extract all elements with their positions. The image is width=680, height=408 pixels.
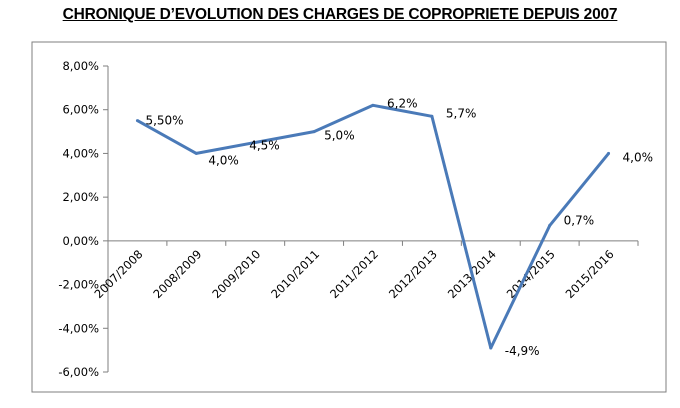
x-tick-label: 2011/2012 [327,247,381,301]
data-label: 6,2% [387,96,418,110]
y-tick-label: 6,00% [62,103,99,117]
data-label: 0,7% [564,214,595,228]
data-point [312,130,316,134]
y-tick-label: -4,00% [58,321,99,335]
data-label: 4,0% [623,150,654,164]
data-label: 4,0% [208,153,239,167]
y-tick-label: 4,00% [62,146,99,160]
data-label: 5,7% [446,106,477,120]
x-tick-label: 2008/2009 [150,247,204,301]
x-tick-label: 2010/2011 [268,247,322,301]
x-tick-label: 2007/2008 [92,247,146,301]
data-point [194,151,198,155]
data-label: 5,0% [324,129,355,143]
x-tick-label: 2012/2013 [386,247,440,301]
data-point [253,141,257,144]
x-tick-label: 2014/2015 [504,247,558,301]
series-line [136,103,610,350]
chart-title: CHRONIQUE D’EVOLUTION DES CHARGES DE COP… [62,6,618,23]
data-label: -4,9% [505,344,540,358]
y-tick-label: -6,00% [58,365,99,379]
y-tick-label: 2,00% [62,190,99,204]
data-point [607,151,611,155]
data-point [548,224,552,228]
y-tick-label: 0,00% [62,234,99,248]
chart-frame [31,41,667,393]
x-tick-label: 2015/2016 [563,247,617,301]
data-label: 5,50% [145,114,183,128]
y-tick-label: 8,00% [62,59,99,73]
data-label: 4,5% [249,139,280,153]
data-point [371,103,375,107]
x-tick-label: 2009/2010 [209,247,263,301]
y-tick-label: -2,00% [58,278,99,292]
data-point [489,346,493,350]
data-point [135,119,139,123]
data-point [430,114,434,118]
